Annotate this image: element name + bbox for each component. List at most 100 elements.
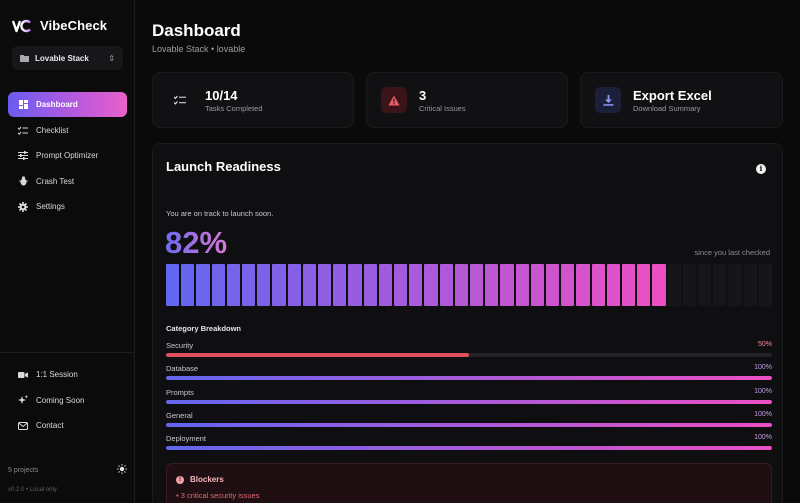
nav-item-checklist[interactable]: Checklist bbox=[8, 118, 127, 143]
readiness-segment bbox=[409, 264, 423, 306]
critical-issues-label: Critical Issues bbox=[419, 103, 466, 113]
main-nav: Dashboard Checklist Prompt Optimizer Cra… bbox=[8, 92, 127, 220]
readiness-segment bbox=[378, 264, 392, 306]
category-value: 100% bbox=[754, 388, 772, 395]
download-icon bbox=[595, 87, 621, 113]
readiness-segment bbox=[515, 264, 529, 306]
readiness-segment bbox=[333, 264, 347, 306]
readiness-segment bbox=[561, 264, 575, 306]
readiness-segment bbox=[698, 264, 712, 306]
readiness-segment bbox=[591, 264, 605, 306]
chevron-updown-icon: ⇕ bbox=[108, 53, 115, 63]
app-version: v0.2.0 • Local only bbox=[8, 487, 57, 493]
warning-triangle-icon bbox=[381, 87, 407, 113]
nav-item-coming-soon[interactable]: Coming Soon bbox=[8, 388, 127, 413]
blockers-panel: ! Blockers • 3 critical security issues bbox=[166, 463, 772, 503]
sidebar-divider bbox=[0, 352, 135, 353]
category-name: Deployment bbox=[166, 434, 207, 443]
category-progress-fill bbox=[166, 400, 772, 404]
category-row-general: General 100% bbox=[166, 411, 772, 431]
nav-label: Dashboard bbox=[36, 100, 78, 109]
tasks-completed-value: 10/14 bbox=[205, 87, 238, 103]
category-row-deployment: Deployment 100% bbox=[166, 434, 772, 454]
stat-card-issues: 3 Critical Issues bbox=[366, 72, 568, 128]
theme-toggle-sun-icon[interactable] bbox=[117, 461, 127, 479]
nav-item-crash-test[interactable]: Crash Test bbox=[8, 169, 127, 194]
category-name: Prompts bbox=[166, 388, 194, 397]
readiness-segment bbox=[302, 264, 316, 306]
nav-item-contact[interactable]: Contact bbox=[8, 413, 127, 438]
secondary-nav: 1:1 Session Coming Soon Contact bbox=[8, 362, 127, 439]
nav-label: Settings bbox=[36, 202, 65, 211]
readiness-segment bbox=[606, 264, 620, 306]
category-progress-fill bbox=[166, 353, 469, 357]
readiness-segment bbox=[713, 264, 727, 306]
category-row-security: Security 50% bbox=[166, 341, 772, 361]
category-row-prompts: Prompts 100% bbox=[166, 388, 772, 408]
project-selector[interactable]: Lovable Stack ⇕ bbox=[12, 46, 123, 70]
category-progress-track bbox=[166, 423, 772, 427]
readiness-segment bbox=[226, 264, 240, 306]
readiness-segment bbox=[682, 264, 696, 306]
readiness-segment bbox=[576, 264, 590, 306]
readiness-segment bbox=[439, 264, 453, 306]
sidebar: VibeCheck Lovable Stack ⇕ Dashboard Chec… bbox=[0, 0, 135, 503]
readiness-segment-bar bbox=[166, 264, 772, 306]
category-value: 50% bbox=[757, 341, 772, 348]
category-progress-fill bbox=[166, 423, 772, 427]
readiness-segment bbox=[667, 264, 681, 306]
nav-item-prompt-optimizer[interactable]: Prompt Optimizer bbox=[8, 143, 127, 168]
readiness-segment bbox=[272, 264, 286, 306]
export-excel-button[interactable]: Export Excel Download Summary bbox=[580, 72, 783, 128]
readiness-segment bbox=[318, 264, 332, 306]
nav-item-session[interactable]: 1:1 Session bbox=[8, 362, 127, 387]
gear-icon bbox=[18, 201, 28, 212]
readiness-segment bbox=[728, 264, 742, 306]
category-name: Database bbox=[166, 364, 199, 373]
sparkle-icon bbox=[18, 395, 28, 405]
vibecheck-logo-icon bbox=[12, 19, 31, 32]
alert-circle-icon: ! bbox=[176, 475, 184, 484]
category-progress-fill bbox=[166, 376, 772, 380]
category-progress-track bbox=[166, 376, 772, 380]
category-progress-fill bbox=[166, 446, 772, 450]
readiness-segment bbox=[485, 264, 499, 306]
export-excel-label: Export Excel bbox=[633, 87, 712, 103]
nav-label: Prompt Optimizer bbox=[36, 151, 99, 160]
readiness-segment bbox=[211, 264, 225, 306]
readiness-segment bbox=[363, 264, 377, 306]
nav-item-settings[interactable]: Settings bbox=[8, 194, 127, 219]
blocker-item[interactable]: • 3 critical security issues bbox=[176, 491, 260, 500]
readiness-segment bbox=[181, 264, 195, 306]
readiness-segment bbox=[394, 264, 408, 306]
category-value: 100% bbox=[754, 434, 772, 441]
category-row-database: Database 100% bbox=[166, 364, 772, 384]
dashboard-icon bbox=[18, 100, 28, 110]
readiness-segment bbox=[470, 264, 484, 306]
blockers-title: Blockers bbox=[190, 475, 224, 484]
tasks-checklist-icon bbox=[167, 87, 193, 113]
category-breakdown-title: Category Breakdown bbox=[166, 324, 242, 333]
readiness-segment bbox=[652, 264, 666, 306]
readiness-percent: 82% bbox=[165, 225, 228, 260]
nav-label: Coming Soon bbox=[36, 395, 85, 405]
app-logo[interactable]: VibeCheck bbox=[12, 18, 107, 33]
category-value: 100% bbox=[754, 411, 772, 418]
readiness-segment bbox=[454, 264, 468, 306]
category-progress-track bbox=[166, 353, 772, 357]
tasks-completed-label: Tasks Completed bbox=[205, 103, 263, 113]
readiness-segment bbox=[424, 264, 438, 306]
video-icon bbox=[18, 370, 28, 380]
sliders-icon bbox=[18, 151, 28, 161]
nav-label: Contact bbox=[36, 421, 64, 430]
readiness-segment bbox=[196, 264, 210, 306]
app-name: VibeCheck bbox=[40, 18, 108, 33]
stat-card-tasks: 10/14 Tasks Completed bbox=[152, 72, 354, 128]
page-title: Dashboard bbox=[152, 21, 241, 40]
info-icon[interactable]: i bbox=[756, 164, 766, 174]
readiness-segment bbox=[637, 264, 651, 306]
readiness-segment bbox=[500, 264, 514, 306]
category-progress-track bbox=[166, 446, 772, 450]
nav-label: 1:1 Session bbox=[36, 370, 78, 379]
nav-item-dashboard[interactable]: Dashboard bbox=[8, 92, 127, 117]
